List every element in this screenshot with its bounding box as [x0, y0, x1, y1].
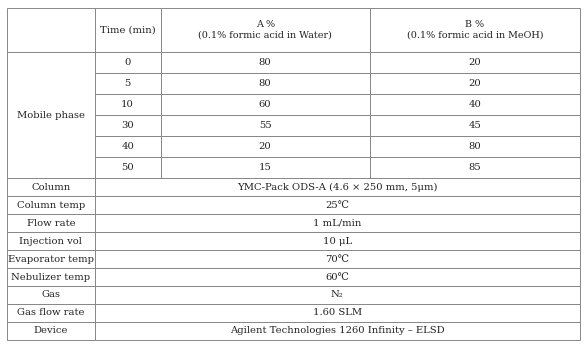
- Text: 50: 50: [122, 163, 134, 172]
- Text: 15: 15: [259, 163, 272, 172]
- Text: 30: 30: [122, 121, 134, 130]
- Bar: [7, 268, 95, 286]
- Bar: [95, 268, 580, 286]
- Bar: [161, 8, 370, 53]
- Bar: [95, 94, 161, 115]
- Text: 20: 20: [468, 58, 481, 67]
- Text: Gas flow rate: Gas flow rate: [17, 309, 85, 318]
- Bar: [95, 322, 580, 340]
- Bar: [95, 304, 580, 322]
- Bar: [161, 73, 370, 94]
- Bar: [95, 73, 161, 94]
- Text: 5: 5: [124, 79, 131, 88]
- Bar: [95, 214, 580, 232]
- Text: 60: 60: [259, 100, 271, 109]
- Bar: [370, 115, 580, 136]
- Bar: [7, 178, 95, 196]
- Text: 55: 55: [259, 121, 272, 130]
- Text: 25℃: 25℃: [325, 201, 349, 209]
- Text: Nebulizer temp: Nebulizer temp: [11, 272, 90, 281]
- Text: 80: 80: [259, 79, 272, 88]
- Bar: [95, 53, 161, 73]
- Text: A %
(0.1% formic acid in Water): A % (0.1% formic acid in Water): [198, 20, 332, 40]
- Bar: [7, 250, 95, 268]
- Bar: [95, 286, 580, 304]
- Bar: [161, 115, 370, 136]
- Bar: [95, 8, 161, 53]
- Bar: [95, 196, 580, 214]
- Text: 85: 85: [468, 163, 481, 172]
- Text: 1 mL/min: 1 mL/min: [313, 219, 362, 228]
- Bar: [95, 232, 580, 250]
- Text: 70℃: 70℃: [325, 255, 349, 264]
- Bar: [161, 136, 370, 157]
- Bar: [370, 157, 580, 178]
- Text: 0: 0: [124, 58, 131, 67]
- Text: 1.60 SLM: 1.60 SLM: [313, 309, 362, 318]
- Bar: [7, 286, 95, 304]
- Bar: [370, 53, 580, 73]
- Bar: [7, 196, 95, 214]
- Text: 80: 80: [468, 142, 481, 151]
- Text: B %
(0.1% formic acid in MeOH): B % (0.1% formic acid in MeOH): [407, 20, 543, 40]
- Text: Flow rate: Flow rate: [26, 219, 75, 228]
- Bar: [370, 8, 580, 53]
- Text: Mobile phase: Mobile phase: [17, 111, 85, 120]
- Text: 60℃: 60℃: [325, 272, 349, 281]
- Text: 20: 20: [259, 142, 272, 151]
- Bar: [161, 94, 370, 115]
- Text: 20: 20: [468, 79, 481, 88]
- Text: 45: 45: [468, 121, 481, 130]
- Bar: [161, 53, 370, 73]
- Bar: [7, 8, 95, 53]
- Bar: [370, 94, 580, 115]
- Bar: [7, 304, 95, 322]
- Text: Column temp: Column temp: [17, 201, 85, 209]
- Text: Device: Device: [33, 326, 68, 335]
- Text: Evaporator temp: Evaporator temp: [8, 255, 94, 264]
- Bar: [7, 322, 95, 340]
- Text: 40: 40: [468, 100, 481, 109]
- Text: N₂: N₂: [331, 290, 344, 300]
- Text: 10 μL: 10 μL: [323, 237, 352, 246]
- Text: 10: 10: [121, 100, 134, 109]
- Text: Gas: Gas: [41, 290, 60, 300]
- Bar: [7, 53, 95, 178]
- Bar: [95, 250, 580, 268]
- Text: Column: Column: [31, 183, 70, 192]
- Bar: [7, 214, 95, 232]
- Text: Agilent Technologies 1260 Infinity – ELSD: Agilent Technologies 1260 Infinity – ELS…: [230, 326, 444, 335]
- Text: YMC-Pack ODS-A (4.6 × 250 mm, 5μm): YMC-Pack ODS-A (4.6 × 250 mm, 5μm): [237, 183, 437, 192]
- Bar: [95, 136, 161, 157]
- Bar: [370, 73, 580, 94]
- Text: 40: 40: [121, 142, 134, 151]
- Text: 80: 80: [259, 58, 272, 67]
- Bar: [95, 157, 161, 178]
- Bar: [161, 157, 370, 178]
- Bar: [7, 232, 95, 250]
- Bar: [95, 115, 161, 136]
- Text: Time (min): Time (min): [100, 25, 156, 34]
- Bar: [370, 136, 580, 157]
- Bar: [95, 178, 580, 196]
- Text: Injection vol: Injection vol: [19, 237, 82, 246]
